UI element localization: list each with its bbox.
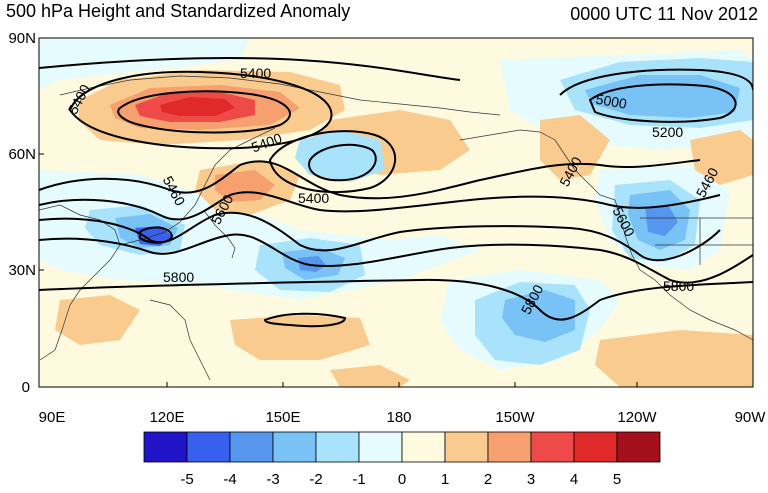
height-contours (39, 57, 753, 328)
lon-tickmarks (38, 382, 754, 387)
colorbar-label: 4 (570, 471, 578, 488)
anomaly-shading (39, 38, 753, 387)
colorbar-swatch (573, 431, 618, 463)
lon-tick-label: 150E (265, 409, 300, 426)
alaska-coastline (459, 129, 616, 201)
height-contour (39, 57, 461, 81)
height-contour (117, 90, 291, 134)
colorbar-swatch (358, 431, 403, 463)
colorbar-swatch (401, 431, 446, 463)
lat-tick-label: 90N (8, 30, 36, 47)
chart-title: 500 hPa Height and Standardized Anomaly (6, 1, 351, 21)
height-contour (39, 233, 753, 284)
contour-label: 5200 (652, 124, 683, 140)
na-coastline (614, 199, 753, 341)
anomaly-patch (295, 130, 385, 182)
lon-tick-label: 90W (735, 409, 767, 426)
anomaly-patch (595, 330, 753, 387)
anomaly-patch (502, 290, 575, 342)
colorbar-swatch (229, 431, 274, 463)
lon-tick-label: 150W (495, 409, 535, 426)
maritime-coastline (149, 299, 211, 381)
colorbar-label: -1 (352, 471, 365, 488)
height-contour (588, 83, 737, 123)
height-contour (268, 130, 396, 194)
colorbar-label: 1 (441, 471, 449, 488)
anomaly-patch (39, 170, 480, 300)
colorbar-label: -5 (180, 471, 193, 488)
colorbar-swatch (315, 431, 360, 463)
height-contour (39, 278, 753, 321)
anomaly-patch (330, 365, 410, 387)
us-borders (640, 217, 753, 265)
lat-tick-label: 0 (22, 379, 30, 396)
anomaly-patch (515, 190, 600, 250)
colorbar-label: -3 (266, 471, 279, 488)
colorbar-label: 5 (613, 471, 621, 488)
colorbar-swatch (186, 431, 231, 463)
anomaly-patch (230, 315, 370, 360)
colorbar-label: -2 (309, 471, 322, 488)
colorbar-label: 0 (398, 471, 406, 488)
colorbar-label: 2 (484, 471, 492, 488)
anomaly-patch (690, 130, 753, 185)
contour-label: 5800 (663, 278, 694, 294)
lon-tick-label: 120E (149, 409, 184, 426)
lat-tick-label: 60N (8, 146, 36, 163)
coastlines (39, 75, 753, 381)
japan-coastline (204, 211, 236, 259)
contour-label: 5400 (240, 65, 271, 81)
contour-label: 5400 (298, 190, 329, 206)
height-contour (263, 312, 347, 328)
valid-time: 0000 UTC 11 Nov 2012 (570, 4, 758, 24)
height-contour (68, 70, 333, 150)
lon-tick-label: 180 (386, 409, 411, 426)
contour-label: 5800 (163, 269, 194, 285)
anomaly-patch (39, 38, 250, 90)
colorbar-swatch (616, 431, 661, 463)
colorbar-swatch (530, 431, 575, 463)
height-contour (39, 191, 721, 221)
asia-coastline (119, 127, 276, 246)
anomaly-patch (160, 97, 235, 116)
colorbar-label: -4 (223, 471, 236, 488)
colorbar-swatch (143, 431, 188, 463)
map-frame (38, 37, 754, 388)
lon-tick-label: 120W (617, 409, 657, 426)
anomaly-patch (645, 205, 678, 236)
lat-tickmarks (39, 37, 44, 388)
colorbar-swatch (444, 431, 489, 463)
height-contour (39, 159, 701, 200)
lon-tick-label: 90E (39, 409, 66, 426)
asia-coastline (39, 204, 121, 361)
colorbar: -5 -4 -3 -2 -1 0 1 2 3 4 5 (143, 431, 661, 488)
colorbar-label: 3 (527, 471, 535, 488)
colorbar-swatch (487, 431, 532, 463)
height-contour (139, 226, 174, 244)
anomaly-patch (298, 256, 326, 272)
anomaly-patch (55, 295, 140, 345)
lat-tick-label: 30N (8, 262, 36, 279)
height-contour (308, 143, 377, 182)
colorbar-swatch (272, 431, 317, 463)
height-contour (559, 68, 753, 96)
contour-label: 5000 (595, 91, 629, 112)
